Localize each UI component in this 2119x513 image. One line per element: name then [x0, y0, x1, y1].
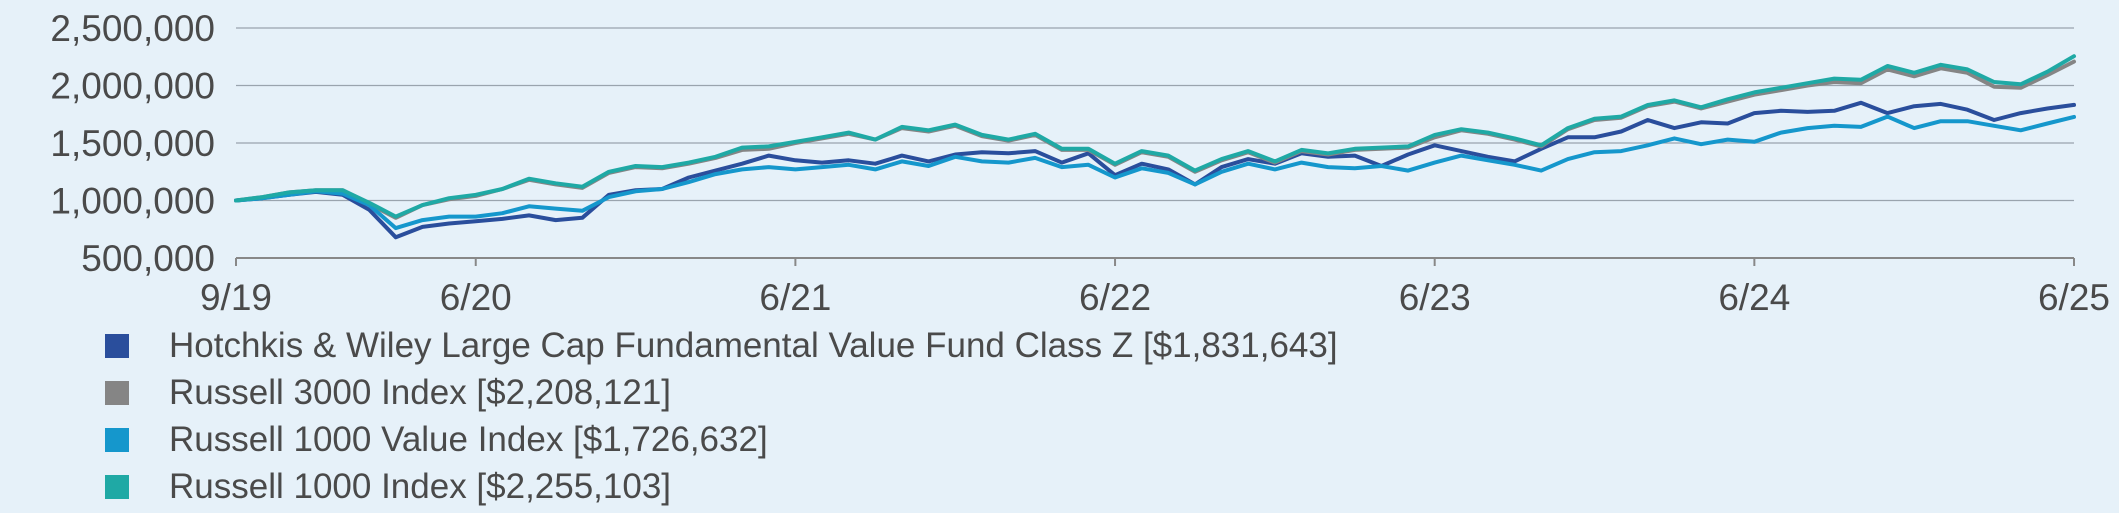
series-line-3	[234, 114, 2076, 231]
x-tick-label: 6/20	[440, 277, 512, 318]
y-tick-label: 2,000,000	[50, 66, 215, 107]
y-tick-label: 1,000,000	[50, 181, 215, 222]
x-tick-label: 9/19	[200, 277, 272, 318]
x-tick-label: 6/23	[1399, 277, 1471, 318]
x-tick-label: 6/25	[2038, 277, 2110, 318]
y-tick-label: 500,000	[81, 238, 215, 279]
legend-label: Hotchkis & Wiley Large Cap Fundamental V…	[169, 325, 1338, 365]
legend-label: Russell 1000 Index [$2,255,103]	[169, 466, 672, 506]
series-line-1	[234, 100, 2076, 240]
legend-item: Russell 1000 Index [$2,255,103]	[105, 463, 1338, 510]
legend-swatch	[105, 380, 129, 405]
legend-swatch	[105, 474, 129, 499]
y-tick-label: 1,500,000	[50, 123, 215, 164]
legend-swatch	[105, 333, 129, 358]
series-line-4	[234, 54, 2076, 219]
x-tick-label: 6/24	[1718, 277, 1790, 318]
legend-swatch	[105, 427, 129, 452]
legend-label: Russell 1000 Value Index [$1,726,632]	[169, 419, 768, 459]
y-tick-label: 2,500,000	[50, 8, 215, 49]
legend-label: Russell 3000 Index [$2,208,121]	[169, 372, 672, 412]
chart-legend: Hotchkis & Wiley Large Cap Fundamental V…	[105, 322, 1338, 510]
x-tick-label: 6/22	[1079, 277, 1151, 318]
legend-item: Russell 3000 Index [$2,208,121]	[105, 369, 1338, 416]
x-tick-label: 6/21	[759, 277, 831, 318]
chart-plot-area: 500,000 1,000,000 1,500,000 2,000,000 2,500,…	[50, 8, 2110, 318]
legend-item: Hotchkis & Wiley Large Cap Fundamental V…	[105, 322, 1338, 369]
legend-item: Russell 1000 Value Index [$1,726,632]	[105, 416, 1338, 463]
